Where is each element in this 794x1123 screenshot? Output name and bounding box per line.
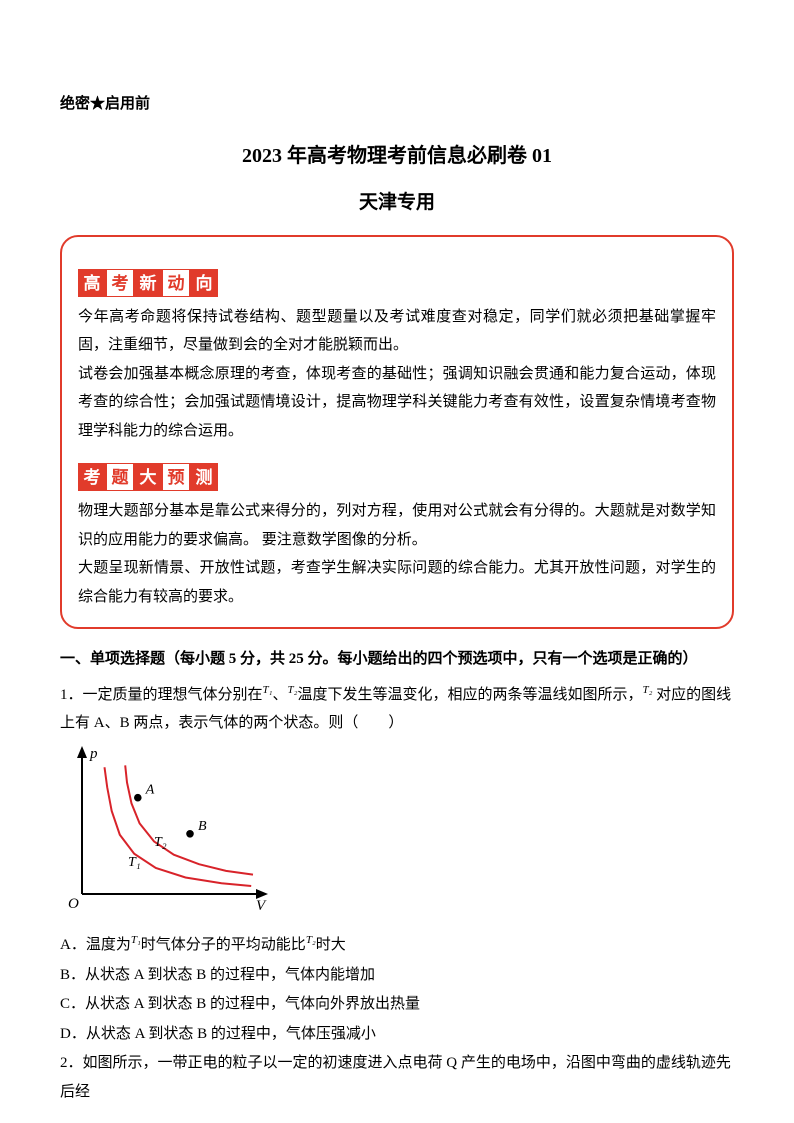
q2-stem: 2．如图所示，一带正电的粒子以一定的初速度进入点电荷 Q 产生的电场中，沿图中弯… (60, 1049, 734, 1106)
svg-text:O: O (68, 896, 79, 912)
svg-text:A: A (145, 782, 155, 797)
q1-option-c: C．从状态 A 到状态 B 的过程中，气体向外界放出热量 (60, 990, 734, 1019)
confidential-label: 绝密★启用前 (60, 90, 734, 119)
forecast-paragraph-2: 大题呈现新情景、开放性试题，考查学生解决实际问题的综合能力。尤其开放性问题，对学… (78, 554, 716, 611)
pv-chart-svg: p V O A B T₁ T₂ (60, 744, 270, 914)
q1-stem-pre: 1．一定质量的理想气体分别在 (60, 687, 263, 703)
trend-paragraph-2: 试卷会加强基本概念原理的考查，体现考查的基础性；强调知识融会贯通和能力复合运动，… (78, 360, 716, 446)
badge-char: 考 (106, 269, 134, 297)
q1-t1: T₁ (263, 684, 273, 696)
q1-a-t1: T₁ (131, 934, 141, 946)
q1-stem: 1．一定质量的理想气体分别在T₁、T₂温度下发生等温变化，相应的两条等温线如图所… (60, 680, 734, 738)
svg-text:p: p (89, 746, 98, 762)
q1-t2: T₂ (287, 684, 297, 696)
svg-text:V: V (256, 898, 267, 914)
main-title: 2023 年高考物理考前信息必刷卷 01 (60, 137, 734, 175)
q1-chart: p V O A B T₁ T₂ (60, 744, 734, 925)
svg-text:T₂: T₂ (154, 835, 167, 850)
badge-char: 预 (162, 463, 190, 491)
badge-char: 大 (134, 463, 162, 491)
trend-paragraph-1: 今年高考命题将保持试卷结构、题型题量以及考试难度查对稳定，同学们就必须把基础掌握… (78, 303, 716, 360)
q1-a-end: 时大 (316, 937, 346, 953)
q1-option-a: A．温度为T₁时气体分子的平均动能比T₂时大 (60, 930, 734, 960)
badge-char: 新 (134, 269, 162, 297)
q1-a-pre: A．温度为 (60, 937, 131, 953)
q1-option-d: D．从状态 A 到状态 B 的过程中，气体压强减小 (60, 1020, 734, 1049)
trend-badge: 高考新动向 (78, 269, 218, 297)
sub-title: 天津专用 (60, 185, 734, 221)
q1-option-b: B．从状态 A 到状态 B 的过程中，气体内能增加 (60, 961, 734, 990)
badge-char: 高 (78, 269, 106, 297)
svg-text:T₁: T₁ (128, 855, 141, 870)
badge-char: 测 (190, 463, 218, 491)
forecast-badge: 考题大预测 (78, 463, 218, 491)
badge-char: 动 (162, 269, 190, 297)
q1-mid1: 、 (272, 687, 287, 703)
q1-t2b: T₂ (642, 684, 652, 696)
section-1-header: 一、单项选择题（每小题 5 分，共 25 分。每小题给出的四个预选项中，只有一个… (60, 645, 734, 674)
badge-char: 题 (106, 463, 134, 491)
badge-char: 考 (78, 463, 106, 491)
q1-a-mid: 时气体分子的平均动能比 (141, 937, 306, 953)
badge-char: 向 (190, 269, 218, 297)
trend-box: 高考新动向 今年高考命题将保持试卷结构、题型题量以及考试难度查对稳定，同学们就必… (60, 235, 734, 630)
q1-options: A．温度为T₁时气体分子的平均动能比T₂时大 B．从状态 A 到状态 B 的过程… (60, 930, 734, 1048)
q1-a-t2: T₂ (306, 934, 316, 946)
svg-text:B: B (198, 818, 207, 833)
q1-mid2: 温度下发生等温变化，相应的两条等温线如图所示， (297, 687, 642, 703)
forecast-paragraph-1: 物理大题部分基本是靠公式来得分的，列对方程，使用对公式就会有分得的。大题就是对数… (78, 497, 716, 554)
